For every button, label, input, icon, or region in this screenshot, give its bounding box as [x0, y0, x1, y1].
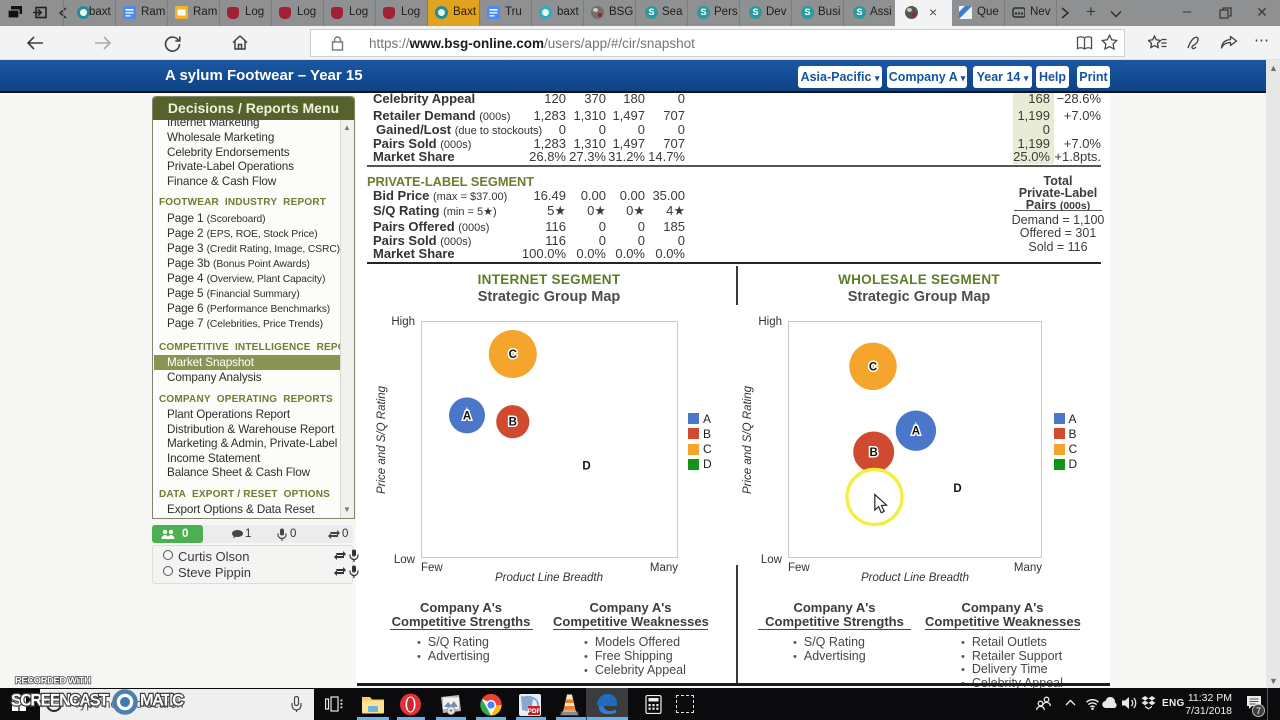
svg-text:PDF: PDF [528, 708, 541, 715]
svg-text:RECORDED WITH: RECORDED WITH [15, 676, 91, 687]
svg-text:SCREENCAST: SCREENCAST [11, 692, 109, 710]
svg-text:D: D [953, 483, 961, 495]
svg-text:A: A [463, 410, 471, 422]
svg-text:C: C [869, 361, 877, 373]
svg-text:A: A [912, 426, 920, 438]
svg-text:B: B [870, 447, 878, 459]
svg-text:B: B [509, 417, 517, 429]
svg-text:MATIC: MATIC [140, 692, 184, 710]
svg-text:D: D [582, 461, 590, 473]
svg-text:C: C [509, 349, 517, 361]
